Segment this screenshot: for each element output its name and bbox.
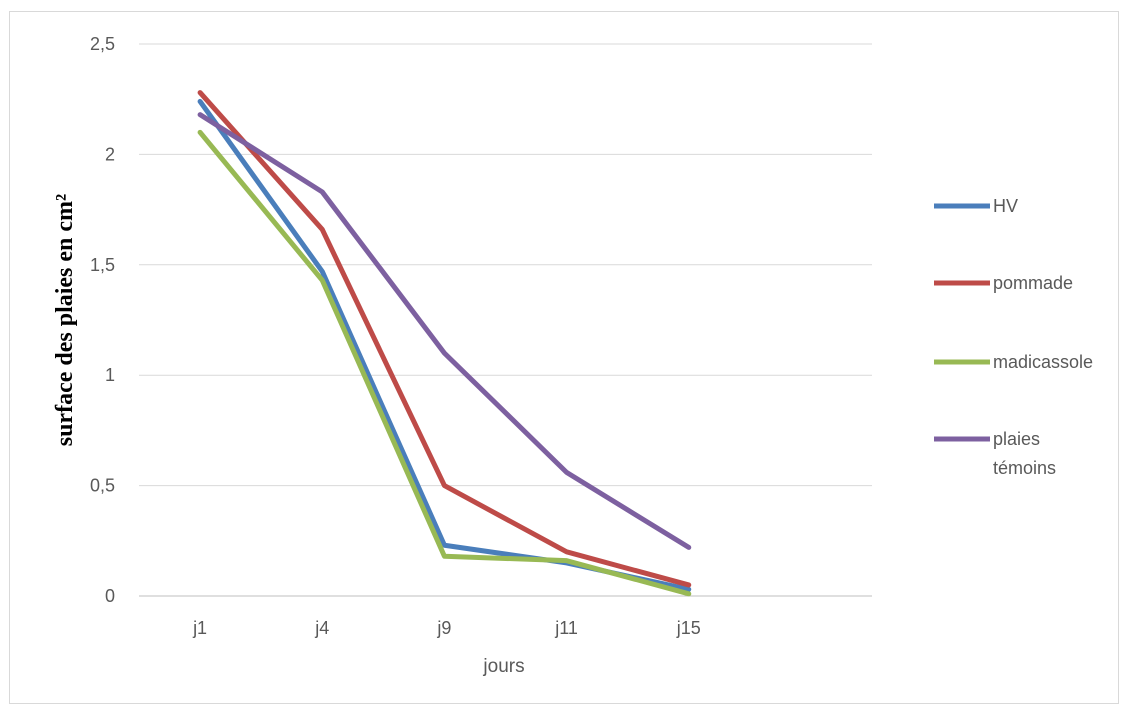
legend: HV pommade madicassole plaies témoins [934, 196, 1093, 478]
x-tick-labels: j1 j4 j9 j11 j15 [192, 618, 701, 638]
legend-label-line: témoins [993, 458, 1056, 478]
x-axis-title: jours [482, 656, 524, 677]
y-tick-label: 1,5 [90, 255, 115, 275]
series-lines [197, 90, 692, 597]
y-tick-labels: 0 0,5 1 1,5 2 2,5 [90, 34, 115, 606]
x-tick-label: j4 [314, 618, 329, 638]
y-tick-label: 0,5 [90, 476, 115, 496]
gridlines [139, 43, 872, 597]
y-axis-title-text: surface des plaies en cm² [52, 194, 78, 447]
legend-label-hv: HV [993, 196, 1018, 216]
series-line-plaies-t-moins [197, 112, 692, 550]
y-axis-title: surface des plaies en cm² [52, 194, 78, 447]
series-line-pommade [197, 90, 692, 588]
legend-label-pommade: pommade [993, 273, 1073, 293]
legend-label-madicassole: madicassole [993, 352, 1093, 372]
legend-label-plaies-t-moins: plaies témoins [993, 429, 1056, 478]
y-tick-label: 2,5 [90, 34, 115, 54]
series-line-madicassole [197, 129, 692, 597]
x-tick-label: j11 [554, 618, 578, 638]
y-tick-label: 0 [105, 586, 115, 606]
x-tick-label: j15 [676, 618, 701, 638]
x-tick-label: j9 [436, 618, 451, 638]
y-tick-label: 1 [105, 365, 115, 385]
legend-label-line: plaies [993, 429, 1040, 449]
chart-frame [9, 11, 1119, 704]
x-tick-label: j1 [192, 618, 207, 638]
y-tick-label: 2 [105, 144, 115, 164]
